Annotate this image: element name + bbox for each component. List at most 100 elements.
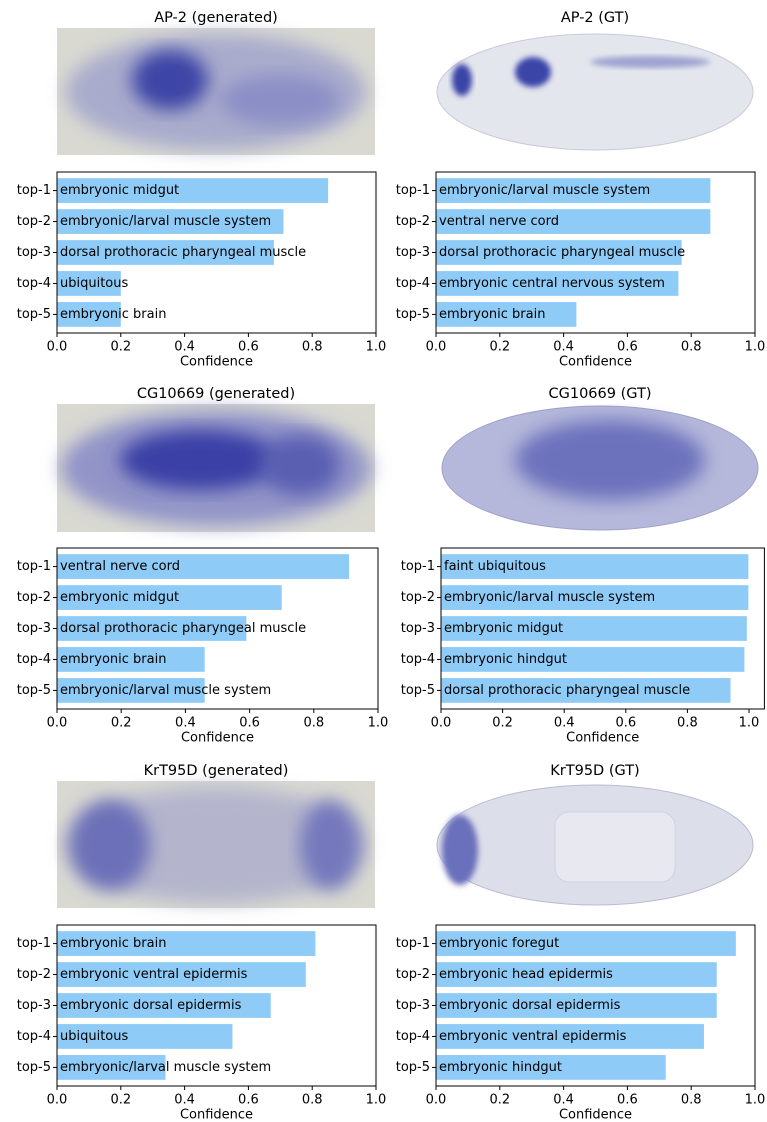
bar-label: embryonic/larval muscle system [444,590,655,605]
bar-label: embryonic hindgut [444,652,567,667]
x-tick-label: 1.0 [366,340,387,355]
x-tick-label: 0.8 [681,1093,702,1108]
x-tick-label: 0.4 [553,1093,574,1108]
y-tick-label: top-4 [396,1029,430,1044]
chart-title: AP-2 (GT) [561,10,629,26]
x-tick-label: 0.6 [238,340,259,355]
bar-label: embryonic midgut [444,621,563,636]
embryo-image [437,785,753,905]
y-tick-label: top-5 [396,1060,430,1075]
bar-label: embryonic ventral epidermis [439,1029,627,1044]
y-tick-label: top-4 [17,652,51,667]
x-tick-label: 0.6 [615,716,636,731]
y-tick-label: top-5 [17,683,51,698]
x-tick-label: 0.2 [489,1093,510,1108]
y-tick-label: top-3 [17,245,51,260]
y-tick-label: top-2 [17,590,51,605]
y-tick-label: top-4 [17,276,51,291]
bar-label: embryonic brain [60,652,166,667]
y-tick-label: top-1 [396,183,430,198]
embryo-image [437,34,753,150]
bar-label: embryonic dorsal epidermis [439,998,621,1013]
y-tick-label: top-3 [396,245,430,260]
chart-title: CG10669 (GT) [549,386,652,402]
bar-label: dorsal prothoracic pharyngeal muscle [60,621,306,636]
x-tick-label: 0.6 [617,1093,638,1108]
y-tick-label: top-1 [17,183,51,198]
x-axis-label: Confidence [180,1108,253,1122]
bar-label: embryonic/larval muscle system [60,1060,271,1075]
chart-title: AP-2 (generated) [154,10,278,26]
embryo-image [442,406,758,530]
y-tick-label: top-2 [17,967,51,982]
x-tick-label: 0.8 [302,340,323,355]
x-tick-label: 0.4 [554,716,575,731]
y-tick-label: top-2 [401,590,435,605]
x-tick-label: 0.2 [110,1093,131,1108]
bar-label: embryonic dorsal epidermis [60,998,242,1013]
x-tick-label: 0.0 [47,340,68,355]
x-tick-label: 0.0 [431,716,452,731]
y-tick-label: top-1 [17,559,51,574]
bar-label: embryonic midgut [60,183,179,198]
embryo-image [57,781,375,908]
chart-title: KrT95D (generated) [144,763,289,779]
embryo-image [57,28,375,155]
y-tick-label: top-3 [17,998,51,1013]
x-tick-label: 0.4 [174,1093,195,1108]
y-tick-label: top-5 [396,307,430,322]
x-tick-label: 0.6 [617,340,638,355]
bar-label: ventral nerve cord [439,214,559,229]
x-tick-label: 0.0 [426,1093,447,1108]
x-tick-label: 0.6 [239,716,260,731]
y-tick-label: top-1 [17,936,51,951]
bar-label: ubiquitous [60,1029,128,1044]
bar-label: embryonic brain [439,307,545,322]
x-tick-label: 0.2 [489,340,510,355]
x-axis-label: Confidence [180,355,253,370]
y-tick-label: top-1 [396,936,430,951]
y-tick-label: top-3 [17,621,51,636]
bar-label: embryonic central nervous system [439,276,665,291]
x-axis-label: Confidence [181,731,254,746]
y-tick-label: top-4 [396,276,430,291]
x-tick-label: 1.0 [366,1093,387,1108]
y-tick-label: top-2 [396,214,430,229]
x-axis-label: Confidence [566,731,639,746]
bar-label: embryonic midgut [60,590,179,605]
x-tick-label: 0.2 [492,716,513,731]
embryo-image [57,404,375,532]
bar-label: faint ubiquitous [444,559,546,574]
x-axis-label: Confidence [559,1108,632,1122]
x-tick-label: 0.4 [553,340,574,355]
y-tick-label: top-5 [17,307,51,322]
bar-label: embryonic ventral epidermis [60,967,248,982]
bar-label: embryonic head epidermis [439,967,613,982]
bar-label: dorsal prothoracic pharyngeal muscle [60,245,306,260]
bar-label: embryonic/larval muscle system [60,214,271,229]
bar-label: dorsal prothoracic pharyngeal muscle [444,683,690,698]
chart-title: KrT95D (GT) [550,763,639,779]
y-tick-label: top-4 [401,652,435,667]
x-tick-label: 1.0 [745,340,766,355]
x-tick-label: 0.2 [111,716,132,731]
bar-label: embryonic brain [60,936,166,951]
bar-label: embryonic brain [60,307,166,322]
bar-label: ubiquitous [60,276,128,291]
figure: AP-2 (generated) embryonic midgut top-1 emb… [0,0,767,1122]
y-tick-label: top-1 [401,559,435,574]
x-tick-label: 0.0 [47,716,68,731]
bar-label: embryonic hindgut [439,1060,562,1075]
x-tick-label: 1.0 [739,716,760,731]
x-axis-label: Confidence [559,355,632,370]
chart-title: CG10669 (generated) [137,386,295,402]
bar-label: embryonic/larval muscle system [439,183,650,198]
x-tick-label: 1.0 [368,716,389,731]
x-tick-label: 0.0 [426,340,447,355]
bar-label: embryonic foregut [439,936,559,951]
y-tick-label: top-5 [401,683,435,698]
x-tick-label: 0.8 [302,1093,323,1108]
bar-label: embryonic/larval muscle system [60,683,271,698]
x-tick-label: 0.8 [303,716,324,731]
y-tick-label: top-3 [401,621,435,636]
